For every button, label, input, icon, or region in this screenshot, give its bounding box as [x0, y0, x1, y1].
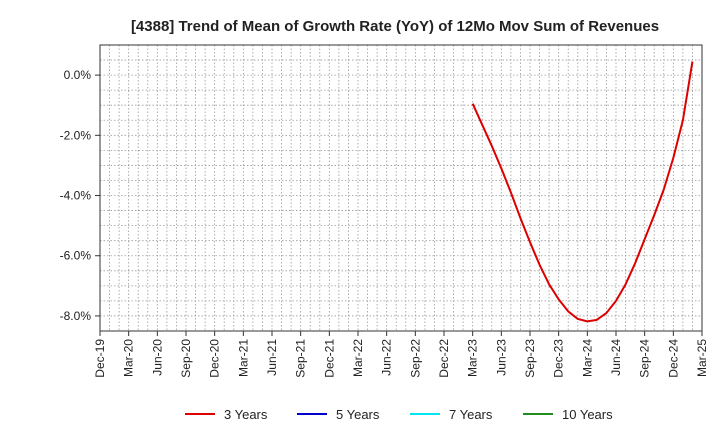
legend-label: 7 Years [449, 407, 493, 422]
y-axis: 0.0% -2.0% -4.0% -6.0% -8.0% [60, 68, 100, 323]
x-tick-label: Dec-24 [666, 339, 680, 378]
legend-label: 3 Years [224, 407, 268, 422]
legend-label: 10 Years [562, 407, 613, 422]
x-tick-label: Mar-24 [580, 339, 594, 377]
x-tick-label: Sep-22 [408, 339, 422, 378]
x-tick-label: Jun-23 [494, 339, 508, 376]
series-layer [471, 61, 694, 323]
plot-area [100, 45, 702, 331]
x-tick-label: Mar-21 [236, 339, 250, 377]
y-tick-label: 0.0% [64, 68, 92, 82]
legend-label: 5 Years [336, 407, 380, 422]
x-tick-label: Mar-23 [466, 339, 480, 377]
x-tick-label: Mar-25 [695, 339, 709, 377]
x-tick-label: Jun-24 [609, 339, 623, 376]
plot-frame [99, 44, 703, 332]
x-axis: Dec-19 Mar-20 Jun-20 Sep-20 Dec-20 Mar-21 Jun-… [93, 331, 709, 378]
grid [100, 45, 702, 331]
x-tick-label: Jun-22 [380, 339, 394, 376]
y-tick-label: -8.0% [60, 309, 92, 323]
x-tick-label: Sep-21 [294, 339, 308, 378]
x-tick-label: Mar-22 [351, 339, 365, 377]
y-tick-label: -2.0% [60, 128, 92, 142]
x-tick-label: Dec-22 [437, 339, 451, 378]
y-tick-label: -6.0% [60, 249, 92, 263]
x-tick-label: Mar-20 [122, 339, 136, 377]
x-tick-label: Jun-20 [150, 339, 164, 376]
y-tick-label: -4.0% [60, 189, 92, 203]
x-tick-label: Sep-24 [638, 339, 652, 378]
legend: 3 Years 5 Years 7 Years 10 Years [185, 407, 613, 422]
x-tick-label: Dec-21 [322, 339, 336, 378]
x-tick-label: Sep-20 [179, 339, 193, 378]
x-tick-label: Jun-21 [265, 339, 279, 376]
x-tick-label: Dec-20 [208, 339, 222, 378]
series-line-3-years [471, 61, 694, 323]
chart-title: [4388] Trend of Mean of Growth Rate (YoY… [131, 18, 659, 35]
x-tick-label: Sep-23 [523, 339, 537, 378]
x-tick-label: Dec-19 [93, 339, 107, 378]
x-tick-label: Dec-23 [552, 339, 566, 378]
